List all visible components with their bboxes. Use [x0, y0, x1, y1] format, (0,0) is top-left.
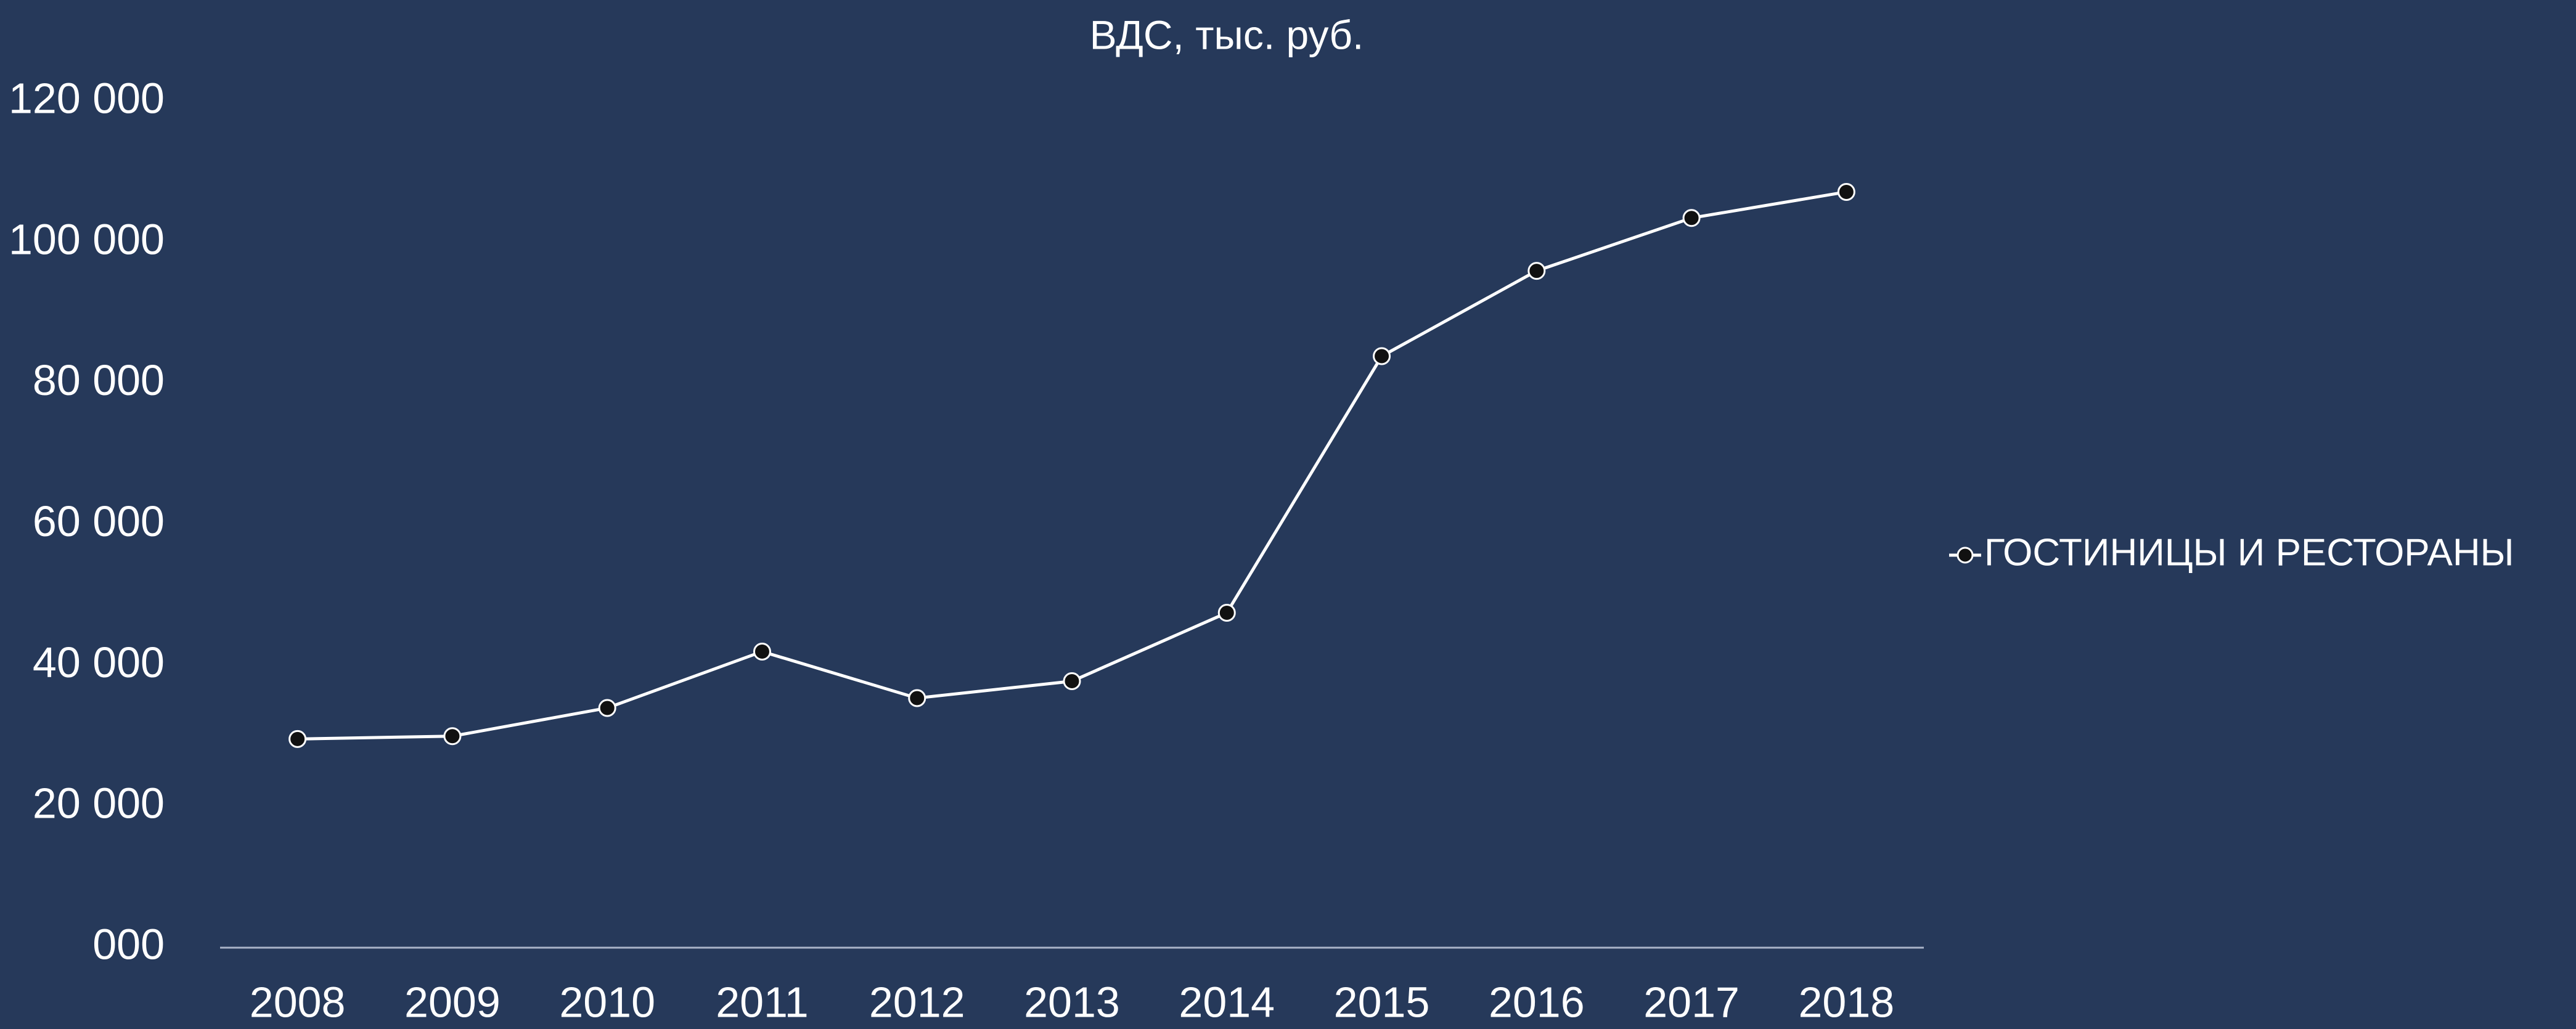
x-tick-label: 2016 — [1489, 978, 1585, 1026]
x-tick-label: 2010 — [559, 978, 655, 1026]
point-marker — [288, 730, 307, 748]
x-tick-label: 2011 — [716, 978, 809, 1026]
legend-label: ГОСТИНИЦЫ И РЕСТОРАНЫ — [1984, 531, 2514, 574]
legend-marker — [1957, 547, 1974, 564]
y-tick-label: 60 000 — [33, 497, 165, 545]
x-tick-label: 2013 — [1024, 978, 1120, 1026]
point-marker — [1837, 182, 1855, 201]
y-tick-label: 80 000 — [33, 356, 165, 404]
x-tick-label: 2017 — [1643, 978, 1740, 1026]
point-marker — [1527, 262, 1546, 280]
y-tick-label: 100 000 — [9, 215, 165, 263]
y-tick-label: 120 000 — [9, 74, 165, 122]
x-tick-label: 2014 — [1179, 978, 1275, 1026]
x-tick-label: 2015 — [1334, 978, 1430, 1026]
point-marker — [1217, 604, 1236, 622]
y-tick-label: 000 — [92, 920, 165, 968]
y-tick-label: 20 000 — [33, 779, 165, 828]
chart-title: ВДС, тыс. руб. — [1090, 12, 1364, 57]
point-marker — [753, 642, 771, 661]
point-marker — [443, 727, 462, 746]
x-tick-label: 2018 — [1798, 978, 1894, 1026]
x-tick-label: 2009 — [404, 978, 501, 1026]
point-marker — [1682, 209, 1701, 227]
x-tick-label: 2008 — [250, 978, 346, 1026]
point-marker — [1063, 672, 1081, 691]
x-tick-label: 2012 — [869, 978, 965, 1026]
y-tick-label: 40 000 — [33, 638, 165, 686]
point-marker — [1373, 347, 1391, 365]
point-marker — [598, 699, 616, 717]
point-marker — [908, 689, 926, 707]
